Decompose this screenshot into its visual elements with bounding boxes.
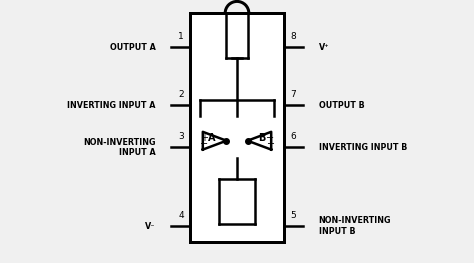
Text: 6: 6 xyxy=(290,132,296,141)
Text: 7: 7 xyxy=(290,90,296,99)
Text: +: + xyxy=(200,133,208,143)
Text: 4: 4 xyxy=(178,211,184,220)
Text: INVERTING INPUT A: INVERTING INPUT A xyxy=(67,101,155,110)
Text: OUTPUT A: OUTPUT A xyxy=(109,43,155,52)
Text: V⁻: V⁻ xyxy=(145,222,155,231)
Text: A: A xyxy=(208,133,216,143)
Text: V⁺: V⁺ xyxy=(319,43,329,52)
Text: 3: 3 xyxy=(178,132,184,141)
Text: 1: 1 xyxy=(178,32,184,41)
Text: B: B xyxy=(258,133,265,143)
Text: INVERTING INPUT B: INVERTING INPUT B xyxy=(319,143,407,152)
FancyBboxPatch shape xyxy=(190,13,284,242)
Text: NON-INVERTING
INPUT B: NON-INVERTING INPUT B xyxy=(319,216,391,236)
Text: +: + xyxy=(266,139,274,149)
Text: −: − xyxy=(200,139,208,149)
Text: 2: 2 xyxy=(178,90,184,99)
Text: 8: 8 xyxy=(290,32,296,41)
Text: −: − xyxy=(266,133,274,143)
Text: NON-INVERTING
INPUT A: NON-INVERTING INPUT A xyxy=(83,138,155,157)
Text: OUTPUT B: OUTPUT B xyxy=(319,101,365,110)
Text: 5: 5 xyxy=(290,211,296,220)
